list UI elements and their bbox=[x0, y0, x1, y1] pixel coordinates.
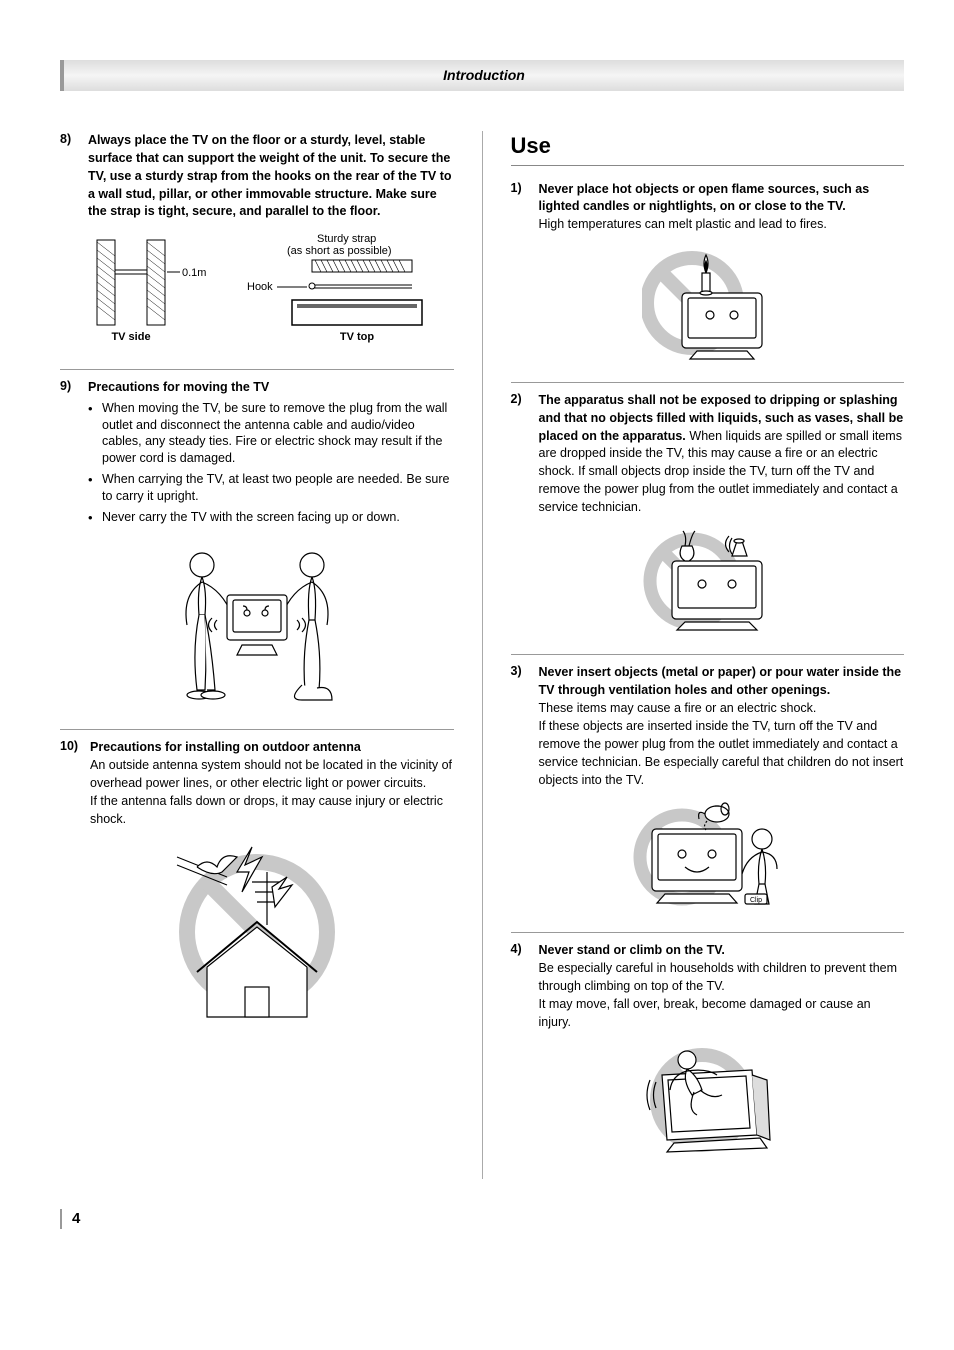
bullet-icon: • bbox=[88, 509, 102, 527]
bullet-icon: • bbox=[88, 400, 102, 468]
item-body: Never place hot objects or open flame so… bbox=[539, 180, 905, 234]
label-tv-side: TV side bbox=[111, 331, 150, 343]
title-underline bbox=[511, 165, 905, 166]
divider bbox=[511, 654, 905, 655]
item-bold-text: Never place hot objects or open flame so… bbox=[539, 182, 870, 214]
column-divider bbox=[482, 131, 483, 1179]
item-body: Precautions for installing on outdoor an… bbox=[90, 738, 454, 827]
bullet-text: Never carry the TV with the screen facin… bbox=[102, 509, 454, 527]
bullet-text: When carrying the TV, at least two peopl… bbox=[102, 471, 454, 505]
item-body: Always place the TV on the floor or a st… bbox=[88, 131, 454, 220]
label-tv-top: TV top bbox=[340, 331, 374, 343]
item-body: Never stand or climb on the TV. Be espec… bbox=[539, 941, 905, 1030]
item-number: 3) bbox=[511, 663, 539, 788]
item-bold-text: Always place the TV on the floor or a st… bbox=[88, 133, 452, 219]
item-number: 8) bbox=[60, 131, 88, 220]
svg-text:Clip: Clip bbox=[750, 897, 762, 904]
liquid-illustration bbox=[511, 526, 905, 641]
section-header: Introduction bbox=[60, 60, 904, 91]
item-text: Be especially careful in households with… bbox=[539, 961, 898, 1029]
antenna-illustration bbox=[60, 837, 454, 1032]
label-dist: 0.1m bbox=[182, 267, 206, 279]
list-item: •When carrying the TV, at least two peop… bbox=[88, 471, 454, 505]
use-item-1: 1) Never place hot objects or open flame… bbox=[511, 180, 905, 234]
bullet-icon: • bbox=[88, 471, 102, 505]
item-text: High temperatures can melt plastic and l… bbox=[539, 217, 827, 231]
label-strap2: (as short as possible) bbox=[287, 245, 392, 257]
divider bbox=[60, 729, 454, 730]
divider bbox=[60, 369, 454, 370]
section-title-use: Use bbox=[511, 131, 905, 161]
page-footer: 4 bbox=[60, 1209, 904, 1229]
item-number: 9) bbox=[60, 378, 88, 531]
strap-diagram: 0.1m TV side Sturdy strap (as short as p… bbox=[60, 230, 454, 355]
item-8: 8) Always place the TV on the floor or a… bbox=[60, 131, 454, 220]
use-item-3: 3) Never insert objects (metal or paper)… bbox=[511, 663, 905, 788]
list-item: •Never carry the TV with the screen faci… bbox=[88, 509, 454, 527]
item-bold-text: Precautions for moving the TV bbox=[88, 380, 269, 394]
left-column: 8) Always place the TV on the floor or a… bbox=[60, 131, 454, 1179]
item-10: 10) Precautions for installing on outdoo… bbox=[60, 738, 454, 827]
item-text: An outside antenna system should not be … bbox=[90, 758, 452, 826]
item-number: 2) bbox=[511, 391, 539, 516]
page-number: 4 bbox=[72, 1210, 80, 1227]
right-column: Use 1) Never place hot objects or open f… bbox=[511, 131, 905, 1179]
divider bbox=[511, 932, 905, 933]
two-column-layout: 8) Always place the TV on the floor or a… bbox=[60, 131, 904, 1179]
bullet-text: When moving the TV, be sure to remove th… bbox=[102, 400, 454, 468]
flame-illustration bbox=[511, 243, 905, 368]
insert-illustration: Clip bbox=[511, 799, 905, 919]
label-strap: Sturdy strap bbox=[317, 233, 376, 245]
bullet-list: •When moving the TV, be sure to remove t… bbox=[88, 400, 454, 527]
item-body: Precautions for moving the TV •When movi… bbox=[88, 378, 454, 531]
item-body: The apparatus shall not be exposed to dr… bbox=[539, 391, 905, 516]
list-item: •When moving the TV, be sure to remove t… bbox=[88, 400, 454, 468]
item-number: 10) bbox=[60, 738, 90, 827]
use-item-4: 4) Never stand or climb on the TV. Be es… bbox=[511, 941, 905, 1030]
climb-illustration bbox=[511, 1040, 905, 1165]
use-item-2: 2) The apparatus shall not be exposed to… bbox=[511, 391, 905, 516]
label-hook: Hook bbox=[247, 281, 273, 293]
carry-illustration bbox=[60, 540, 454, 715]
item-9: 9) Precautions for moving the TV •When m… bbox=[60, 378, 454, 531]
item-bold-text: Never stand or climb on the TV. bbox=[539, 943, 725, 957]
item-number: 1) bbox=[511, 180, 539, 234]
item-bold-text: Precautions for installing on outdoor an… bbox=[90, 740, 361, 754]
item-bold-text: Never insert objects (metal or paper) or… bbox=[539, 665, 902, 697]
item-body: Never insert objects (metal or paper) or… bbox=[539, 663, 905, 788]
item-text: These items may cause a fire or an elect… bbox=[539, 701, 904, 787]
divider bbox=[511, 382, 905, 383]
item-number: 4) bbox=[511, 941, 539, 1030]
